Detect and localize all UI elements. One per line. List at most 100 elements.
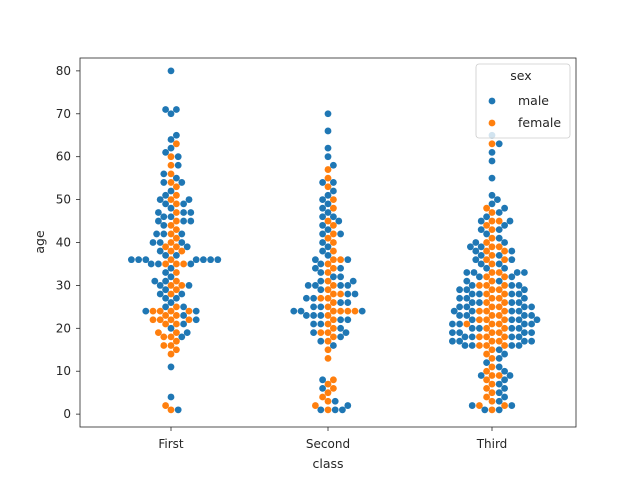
data-point-male: [317, 303, 325, 311]
data-point-male: [344, 299, 352, 306]
data-point-male: [173, 174, 180, 182]
data-point-female: [330, 384, 337, 392]
data-point-female: [488, 277, 496, 285]
data-point-male: [494, 196, 501, 203]
data-point-female: [173, 286, 180, 294]
data-point-male: [456, 294, 463, 302]
data-point-male: [351, 290, 359, 298]
data-point-female: [488, 329, 496, 336]
data-point-male: [515, 282, 523, 289]
data-point-male: [501, 376, 508, 384]
data-point-male: [483, 264, 490, 272]
data-point-male: [521, 269, 528, 276]
data-point-male: [508, 299, 516, 306]
data-point-male: [344, 290, 352, 298]
data-point-female: [488, 312, 496, 319]
data-point-male: [495, 209, 503, 216]
data-point-male: [167, 393, 175, 401]
data-point-male: [483, 213, 490, 221]
data-point-male: [167, 273, 175, 281]
data-point-female: [501, 402, 508, 409]
data-point-female: [149, 316, 157, 324]
data-point-male: [477, 372, 485, 379]
data-point-male: [200, 256, 207, 264]
y-tick-label: 20: [56, 321, 71, 335]
data-point-male: [501, 384, 508, 392]
data-point-female: [488, 286, 496, 294]
data-point-male: [477, 226, 485, 234]
legend-label-female: female: [518, 115, 561, 130]
data-point-male: [472, 256, 480, 264]
data-point-male: [339, 406, 346, 414]
data-point-male: [162, 251, 170, 259]
data-point-male: [501, 264, 508, 272]
data-point-male: [488, 157, 496, 165]
data-point-male: [324, 200, 332, 208]
data-point-male: [303, 294, 310, 302]
data-point-male: [330, 161, 337, 169]
data-point-female: [173, 234, 180, 242]
data-point-male: [319, 221, 326, 229]
data-point-female: [501, 324, 508, 332]
data-point-female: [476, 402, 483, 409]
data-point-female: [312, 402, 319, 409]
data-point-female: [488, 209, 496, 216]
data-point-male: [160, 170, 168, 178]
data-point-male: [142, 256, 150, 264]
data-point-female: [167, 239, 175, 246]
data-point-male: [162, 286, 170, 294]
data-point-male: [456, 320, 463, 328]
data-point-male: [506, 217, 514, 225]
data-point-male: [495, 406, 503, 414]
data-point-male: [508, 282, 516, 289]
data-point-female: [167, 196, 175, 203]
data-point-male: [495, 397, 503, 405]
y-tick-label: 70: [56, 107, 71, 121]
data-point-female: [488, 372, 496, 379]
data-point-female: [173, 303, 180, 311]
data-point-female: [167, 307, 175, 315]
data-point-male: [515, 342, 523, 349]
data-point-female: [501, 290, 508, 298]
data-point-male: [160, 179, 168, 186]
data-point-female: [488, 320, 496, 328]
data-point-female: [495, 269, 503, 276]
data-point-male: [477, 251, 485, 259]
data-point-male: [160, 221, 168, 229]
y-tick-label: 40: [56, 236, 71, 250]
data-point-female: [476, 342, 483, 349]
data-point-female: [483, 350, 490, 358]
data-point-female: [488, 337, 496, 345]
data-point-male: [528, 329, 535, 336]
data-point-male: [450, 307, 458, 315]
data-point-male: [463, 312, 471, 319]
data-point-female: [324, 217, 332, 225]
data-point-male: [449, 329, 456, 336]
data-point-female: [495, 329, 503, 336]
data-point-male: [155, 217, 162, 225]
data-point-male: [495, 363, 503, 371]
data-point-male: [463, 286, 471, 294]
data-point-male: [468, 282, 476, 289]
data-point-female: [495, 294, 503, 302]
data-point-female: [173, 346, 180, 354]
data-point-male: [192, 316, 200, 324]
data-point-female: [330, 333, 337, 341]
data-point-male: [304, 282, 312, 289]
data-point-male: [317, 277, 325, 285]
data-point-female: [173, 320, 180, 328]
y-tick-label: 80: [56, 64, 71, 78]
data-point-female: [162, 260, 170, 268]
data-point-female: [167, 256, 175, 264]
data-point-female: [330, 264, 337, 272]
data-point-male: [147, 260, 155, 268]
data-point-female: [173, 277, 180, 285]
data-point-male: [207, 256, 215, 264]
data-point-female: [495, 337, 503, 345]
data-point-male: [312, 264, 319, 272]
data-point-male: [162, 191, 170, 199]
data-point-female: [167, 161, 175, 169]
data-point-male: [180, 320, 188, 328]
data-point-female: [324, 406, 332, 414]
